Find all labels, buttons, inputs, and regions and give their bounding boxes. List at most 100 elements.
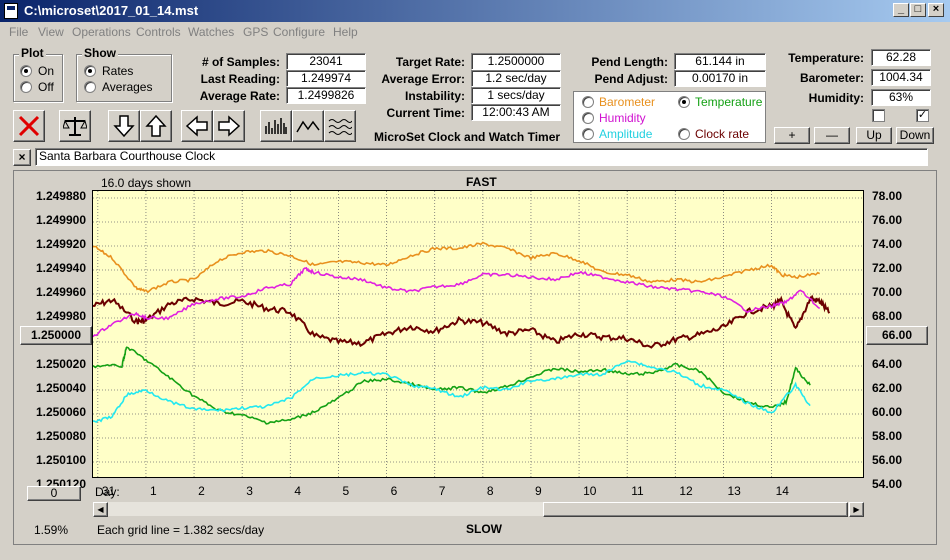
center-temp-button[interactable]: 66.00 [866,326,928,345]
overlay-barometer-label: Barometer [599,95,656,109]
overlay-amplitude-label: Amplitude [599,127,653,141]
menu-file[interactable]: File [9,25,29,39]
x-axis-tick: 11 [631,484,644,498]
x-axis-tick: 9 [534,484,542,498]
right-axis-tick: 54.00 [872,477,903,491]
pend-length-field[interactable]: 61.144 in [674,53,766,70]
close-window-button[interactable]: × [928,3,944,17]
x-axis-tick: 13 [727,484,741,498]
menu-view[interactable]: View [38,25,64,39]
scroll-left-button[interactable] [181,110,213,142]
average-rate-field: 1.2499826 [286,87,366,104]
humidity-label: Humidity: [808,91,864,105]
samples-label: # of Samples: [201,55,280,69]
x-axis-tick: 3 [246,484,253,498]
plot-off-label: Off [38,80,54,94]
x-axis-tick: 31 [101,484,116,498]
minus-button[interactable]: — [814,127,850,144]
red-x-icon [18,115,40,137]
scroll-up-button[interactable] [140,110,172,142]
target-rate-label: Target Rate: [395,55,465,69]
overlay-temperature-radio[interactable] [678,96,690,108]
plot-off-radio[interactable] [20,81,32,93]
percent-label: 1.59% [34,523,69,537]
overlay-selector [573,91,766,143]
left-axis-tick: 1.249900 [35,213,86,227]
target-rate-field[interactable]: 1.2500000 [471,53,561,70]
average-rate-label: Average Rate: [199,89,280,103]
zero-button[interactable]: 0 [27,486,81,501]
minimize-button[interactable]: _ [893,3,909,17]
overlay-amplitude-radio[interactable] [582,128,594,140]
histogram-view-button[interactable] [260,110,292,142]
last-reading-label: Last Reading: [200,72,280,86]
plot-area [92,190,864,478]
overlay-clock-rate-radio[interactable] [678,128,690,140]
right-axis-tick: 64.00 [872,357,903,371]
menu-help[interactable]: Help [333,25,358,39]
humidity-checkbox-2[interactable]: ✓ [916,109,929,122]
center-rate-button[interactable]: 1.250000 [20,326,92,345]
down-button[interactable]: Down [896,127,934,144]
plot-group-title: Plot [19,46,46,60]
pend-adjust-field[interactable]: 0.00170 in [674,70,766,87]
right-axis-tick: 78.00 [872,189,903,203]
x-axis-tick: 4 [294,484,301,498]
scroll-right-button[interactable] [213,110,245,142]
humidity-field: 63% [871,89,931,106]
menu-configure[interactable]: Configure [273,25,326,39]
wave-view-button[interactable] [324,110,356,142]
remove-clock-button[interactable]: × [13,149,31,166]
show-averages-label: Averages [102,80,153,94]
balance-button[interactable] [59,110,91,142]
horizontal-scrollbar[interactable]: ◀ ▶ [92,501,865,517]
right-axis-tick: 70.00 [872,285,903,299]
barometer-label: Barometer: [799,71,864,85]
graph-panel [13,170,937,545]
down-arrow-icon [113,115,135,138]
right-axis-tick: 74.00 [872,237,903,251]
x-axis-tick: 7 [438,484,446,498]
left-axis-tick: 1.250040 [35,381,86,395]
overlay-barometer-radio[interactable] [582,96,594,108]
overlay-clock-rate-label: Clock rate [695,127,750,141]
scroll-right-arrow[interactable]: ▶ [849,502,864,517]
overlay-humidity-radio[interactable] [582,112,594,124]
menu-controls[interactable]: Controls [136,25,181,39]
average-error-label: Average Error: [381,72,465,86]
menu-watches[interactable]: Watches [188,25,235,39]
overlay-temperature-label: Temperature [695,95,763,109]
scrollbar-thumb[interactable] [543,502,848,517]
x-axis-tick: 5 [342,484,350,498]
current-time-field: 12:00:43 AM [471,104,561,121]
average-error-field: 1.2 sec/day [471,70,561,87]
show-rates-radio[interactable] [84,65,96,77]
plot-on-label: On [38,64,55,78]
bar-chart-icon [265,118,287,134]
show-averages-radio[interactable] [84,81,96,93]
menu-operations[interactable]: Operations [72,25,131,39]
left-arrow-icon [185,115,208,137]
left-axis-tick: 1.249880 [35,189,86,203]
plus-button[interactable]: + [774,127,810,144]
clock-name-field[interactable]: Santa Barbara Courthouse Clock [35,148,928,166]
temperature-label: Temperature: [788,51,864,65]
maximize-button[interactable]: □ [910,3,926,17]
scroll-down-button[interactable] [108,110,140,142]
right-arrow-icon [218,115,241,137]
last-reading-field: 1.249974 [286,70,366,87]
plot-on-radio[interactable] [20,65,32,77]
up-button[interactable]: Up [856,127,892,144]
scroll-left-arrow[interactable]: ◀ [93,502,108,517]
line-view-button[interactable] [292,110,324,142]
plot-group [13,54,63,102]
instability-field: 1 secs/day [471,87,561,104]
title-bar: C:\microset\2017_01_14.mst _ □ × [0,0,950,22]
menu-gps[interactable]: GPS [243,25,269,39]
clear-button[interactable] [13,110,45,142]
chart-svg [93,191,863,477]
series-line-0 [93,294,831,349]
right-axis-tick: 68.00 [872,309,903,323]
humidity-checkbox-1[interactable] [872,109,885,122]
pend-adjust-label: Pend Adjust: [594,72,668,86]
